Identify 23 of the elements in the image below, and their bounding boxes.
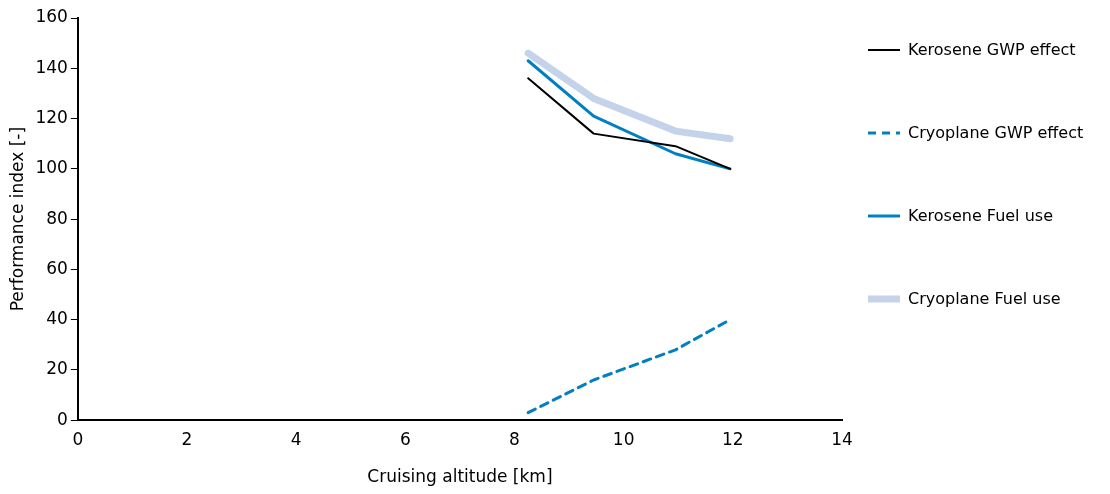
legend-label: Cryoplane GWP effect xyxy=(908,123,1084,142)
legend-label: Kerosene GWP effect xyxy=(908,40,1076,59)
x-tick-label: 12 xyxy=(722,428,744,449)
y-tick-label: 60 xyxy=(46,257,68,278)
x-tick-label: 6 xyxy=(399,428,411,449)
y-axis-title: Performance index [-] xyxy=(6,126,27,312)
legend-label: Kerosene Fuel use xyxy=(908,206,1053,225)
y-tick-label: 120 xyxy=(35,106,68,127)
x-tick-label: 8 xyxy=(509,428,520,449)
y-tick-label: 40 xyxy=(46,308,68,329)
x-tick-label: 2 xyxy=(181,428,193,449)
y-tick-label: 0 xyxy=(57,408,68,429)
x-tick-label: 10 xyxy=(612,428,635,449)
x-tick-label: 0 xyxy=(72,428,84,449)
y-tick-label: 20 xyxy=(46,358,68,379)
x-tick-label: 4 xyxy=(290,428,302,449)
y-tick-label: 100 xyxy=(35,157,68,178)
y-tick-label: 140 xyxy=(35,56,68,77)
legend-label: Cryoplane Fuel use xyxy=(908,289,1061,308)
x-axis-title: Cruising altitude [km] xyxy=(367,466,553,487)
x-tick-label: 14 xyxy=(831,428,853,449)
y-tick-label: 80 xyxy=(46,207,68,228)
y-tick-label: 160 xyxy=(35,6,68,27)
